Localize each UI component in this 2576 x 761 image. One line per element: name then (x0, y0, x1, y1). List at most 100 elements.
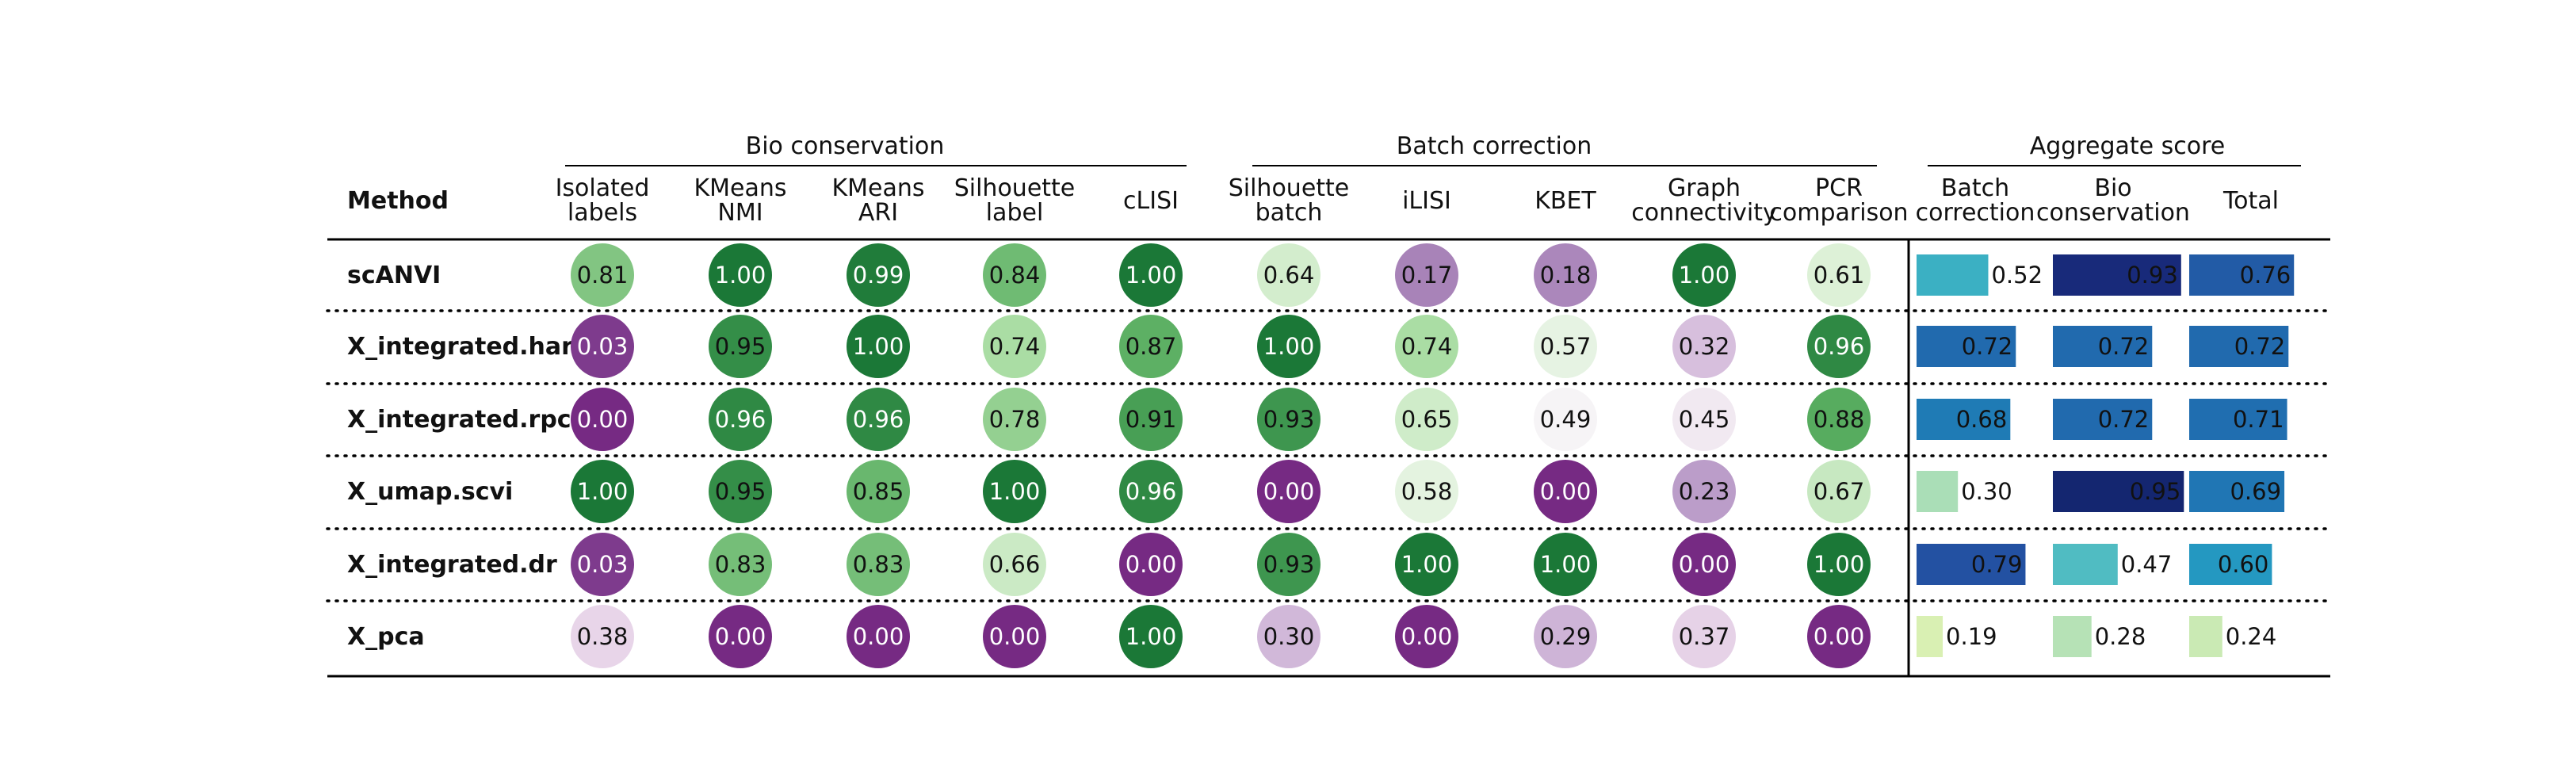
score-circle (847, 388, 910, 451)
score-label: 0.93 (1263, 551, 1315, 578)
score-circle (1257, 315, 1320, 378)
score-label: 0.29 (1540, 623, 1592, 650)
score-label: 0.00 (1679, 551, 1730, 578)
aggregate-bar-label: 0.30 (1961, 478, 2012, 505)
column-header-silhouette-label-line1: Silhouette (954, 174, 1076, 202)
aggregate-bar (2053, 471, 2184, 512)
score-label: 1.00 (853, 333, 904, 360)
aggregate-bar-label: 0.52 (1991, 262, 2043, 289)
score-circle (1395, 460, 1458, 523)
score-circle (571, 243, 634, 307)
score-circle (1119, 315, 1183, 378)
table-row: X_pca 0.38 0.00 0.00 0.00 1.00 0.30 0.00 0.29 0.3… (347, 605, 2276, 668)
aggregate-bar-label: 0.71 (2233, 406, 2284, 433)
score-circle (1395, 605, 1458, 668)
column-header-bio-conservation-line2: conservation (2036, 199, 2190, 227)
score-circle (709, 243, 772, 307)
score-label: 1.00 (1263, 333, 1315, 360)
score-circle (1119, 605, 1183, 668)
method-name: X_umap.scvi (347, 478, 513, 506)
method-name: X_integrated.harn (347, 333, 590, 361)
score-label: 0.00 (1540, 478, 1592, 505)
score-circle (847, 533, 910, 596)
score-label: 0.96 (1126, 478, 1177, 505)
score-circle (1119, 388, 1183, 451)
score-circle (847, 243, 910, 307)
column-header-kmeans-ari-line1: KMeans (831, 174, 924, 202)
column-header-isolated-labels-line1: Isolated (556, 174, 650, 202)
score-label: 0.30 (1263, 623, 1315, 650)
score-label: 0.58 (1401, 478, 1453, 505)
score-circle (983, 533, 1046, 596)
score-circle (847, 315, 910, 378)
aggregate-bar (2053, 399, 2153, 440)
aggregate-bar-label: 0.47 (2121, 551, 2173, 578)
aggregate-bar (2189, 616, 2222, 657)
score-circle (709, 605, 772, 668)
aggregate-bar-label: 0.93 (2127, 262, 2178, 289)
score-circle (1534, 605, 1597, 668)
score-label: 0.83 (715, 551, 766, 578)
aggregate-bar-label: 0.79 (1971, 551, 2023, 578)
score-label: 1.00 (1540, 551, 1592, 578)
score-circle (571, 605, 634, 668)
score-label: 0.96 (853, 406, 904, 433)
score-circle (983, 388, 1046, 451)
score-circle (1119, 460, 1183, 523)
aggregate-bar-label: 0.72 (2234, 333, 2286, 360)
aggregate-bar-label: 0.95 (2130, 478, 2181, 505)
aggregate-bar (1917, 326, 2016, 367)
score-circle (571, 315, 634, 378)
score-circle (571, 460, 634, 523)
score-circle (847, 605, 910, 668)
score-label: 0.57 (1540, 333, 1592, 360)
score-circle (1672, 315, 1736, 378)
score-label: 0.87 (1126, 333, 1177, 360)
aggregate-bar-label: 0.72 (1962, 333, 2013, 360)
score-label: 0.78 (989, 406, 1041, 433)
aggregate-bar (1917, 254, 1989, 296)
score-circle (1672, 533, 1736, 596)
score-label: 0.65 (1401, 406, 1453, 433)
method-name: scANVI (347, 262, 441, 289)
score-circle (709, 315, 772, 378)
score-circle (1119, 243, 1183, 307)
aggregate-bar (2189, 254, 2295, 296)
score-circle (1257, 243, 1320, 307)
score-label: 0.99 (853, 262, 904, 289)
aggregate-bar (1917, 544, 2026, 585)
score-label: 0.67 (1814, 478, 1865, 505)
score-label: 0.74 (989, 333, 1041, 360)
aggregate-bar-label: 0.72 (2098, 333, 2150, 360)
score-circle (1672, 605, 1736, 668)
score-circle (1534, 533, 1597, 596)
score-circle (1395, 243, 1458, 307)
column-header-pcr-comparison-line1: PCR (1815, 174, 1863, 202)
score-circle (709, 460, 772, 523)
column-header-batch-correction-line2: correction (1916, 199, 2035, 227)
score-circle (1807, 533, 1871, 596)
column-header-silhouette-batch-line1: Silhouette (1229, 174, 1350, 202)
aggregate-bar (1917, 471, 1959, 512)
score-label: 1.00 (989, 478, 1041, 505)
score-circle (1807, 460, 1871, 523)
table-row: scANVI 0.81 1.00 0.99 0.84 1.00 0.64 0.17 0.18 1.… (347, 243, 2295, 307)
column-header-silhouette-label-line2: label (986, 199, 1044, 227)
column-header-graph-connectivity-line2: connectivity (1631, 199, 1777, 227)
aggregate-bar-label: 0.60 (2218, 551, 2269, 578)
method-name: X_integrated.rpca (347, 406, 587, 434)
score-circle (983, 605, 1046, 668)
score-label: 0.96 (1814, 333, 1865, 360)
score-circle (1672, 243, 1736, 307)
score-circle (1395, 315, 1458, 378)
aggregate-bar (1917, 616, 1943, 657)
score-label: 0.00 (1263, 478, 1315, 505)
score-label: 0.74 (1401, 333, 1453, 360)
score-label: 0.00 (715, 623, 766, 650)
score-circle (1395, 533, 1458, 596)
score-circle (1534, 315, 1597, 378)
score-label: 0.23 (1679, 478, 1730, 505)
